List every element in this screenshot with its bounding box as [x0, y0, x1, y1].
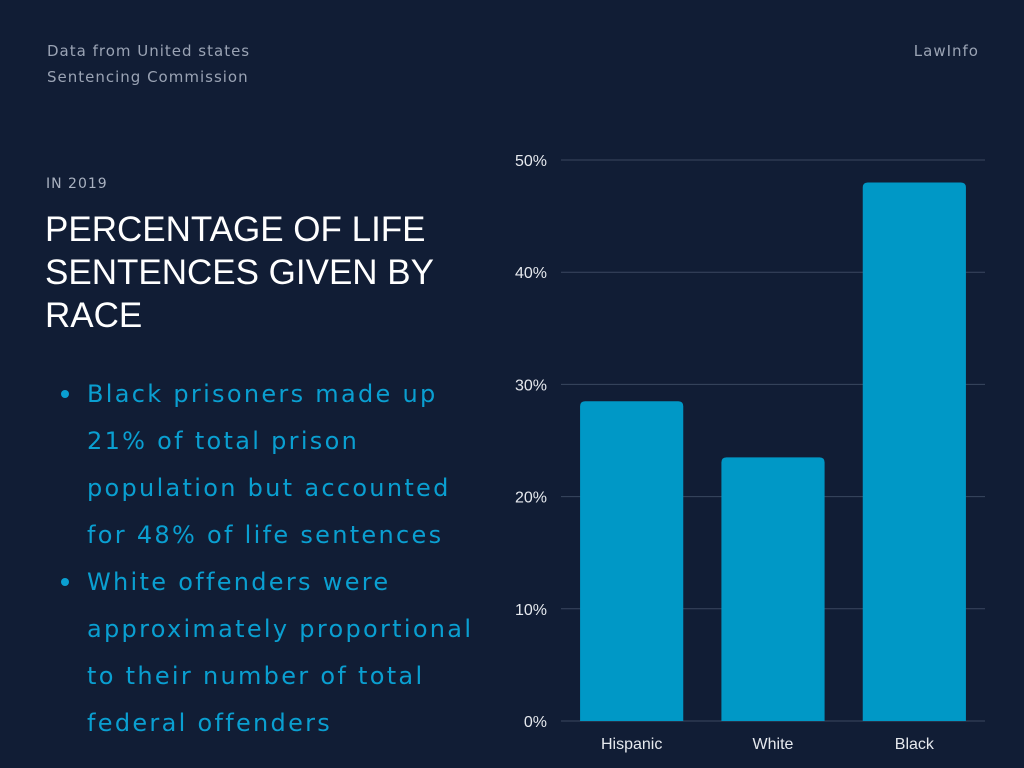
bar-hispanic [580, 401, 684, 721]
bullet-item: Black prisoners made up 21% of total pri… [59, 371, 479, 559]
bullet-text: Black prisoners made up 21% of total pri… [87, 380, 451, 549]
bullet-item: White offenders were approximately propo… [59, 559, 479, 747]
bullet-list: Black prisoners made up 21% of total pri… [59, 371, 479, 747]
x-category-label: White [753, 736, 794, 753]
bar-chart: 0% 10% 20% 30% 40% 50% Hispanic White Black [515, 153, 985, 753]
bullet-dot-icon [61, 578, 69, 586]
source-line-2: Sentencing Commission [47, 68, 249, 86]
data-source-note: Data from United states Sentencing Commi… [47, 38, 287, 90]
x-category-label: Black [895, 736, 935, 753]
x-category-label: Hispanic [601, 736, 662, 753]
y-tick-label: 0% [524, 714, 547, 731]
page-title: PERCENTAGE OF LIFE SENTENCES GIVEN BY RA… [45, 210, 434, 335]
bar-white [721, 457, 825, 721]
year-kicker: IN 2019 [46, 176, 108, 192]
bullet-text: White offenders were approximately propo… [87, 568, 474, 737]
y-tick-label: 30% [515, 377, 547, 394]
y-tick-label: 10% [515, 602, 547, 619]
source-line-1: Data from United states [47, 42, 251, 60]
bar-black [862, 182, 966, 721]
y-tick-label: 40% [515, 265, 547, 282]
bullet-dot-icon [61, 390, 69, 398]
brand-label: LawInfo [913, 42, 979, 60]
y-tick-label: 50% [515, 153, 547, 170]
y-tick-label: 20% [515, 490, 547, 507]
